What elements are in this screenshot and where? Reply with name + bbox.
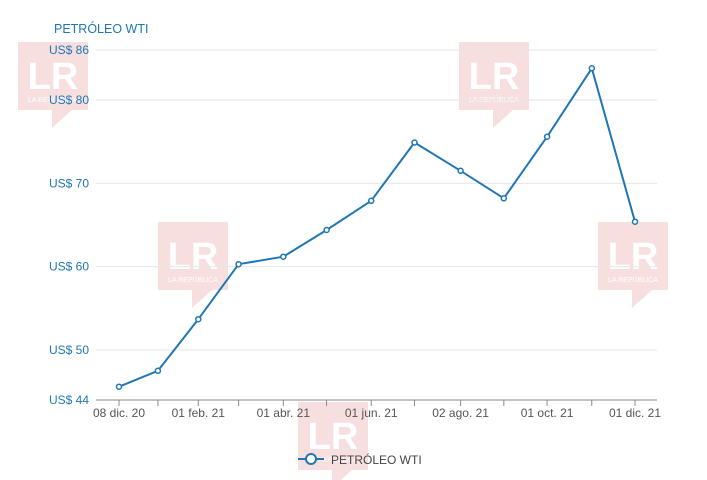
data-point[interactable] bbox=[195, 315, 202, 323]
data-point[interactable] bbox=[543, 133, 551, 140]
x-tick-label: 01 dic. 21 bbox=[609, 406, 661, 420]
data-point[interactable] bbox=[457, 167, 464, 175]
gridlines bbox=[96, 49, 657, 351]
y-tick-label: US$ 60 bbox=[49, 260, 89, 274]
data-point[interactable] bbox=[115, 383, 123, 390]
data-point[interactable] bbox=[367, 197, 375, 205]
data-point[interactable] bbox=[411, 139, 418, 146]
x-tick-label: 01 abr. 21 bbox=[257, 406, 311, 420]
svg-text:LA REPÚBLICA: LA REPÚBLICA bbox=[168, 275, 218, 284]
y-tick-label: US$ 80 bbox=[49, 93, 89, 107]
svg-text:LA REPÚBLICA: LA REPÚBLICA bbox=[608, 275, 658, 284]
svg-text:LR: LR bbox=[308, 416, 359, 458]
x-tick-label: 08 dic. 20 bbox=[93, 406, 145, 420]
legend-marker bbox=[305, 453, 317, 465]
svg-text:LR: LR bbox=[168, 236, 219, 278]
svg-text:LA REPÚBLICA: LA REPÚBLICA bbox=[28, 95, 78, 104]
x-tick-label: 02 ago. 21 bbox=[432, 406, 489, 420]
data-point[interactable] bbox=[323, 226, 330, 234]
x-tick-label: 01 jun. 21 bbox=[345, 406, 398, 420]
data-point[interactable] bbox=[500, 195, 508, 202]
data-point[interactable] bbox=[631, 218, 639, 225]
y-axis: US$ 44 US$ 50 US$ 60 US$ 70 US$ 80 US$ 86 bbox=[49, 43, 89, 407]
x-axis: 08 dic. 20 01 feb. 21 01 abr. 21 01 jun. 21… bbox=[93, 399, 661, 420]
y-tick-label: US$ 86 bbox=[49, 43, 89, 57]
legend-label: PETRÓLEO WTI bbox=[331, 452, 422, 467]
x-tick-label: 01 oct. 21 bbox=[521, 406, 574, 420]
svg-text:LR: LR bbox=[28, 56, 79, 98]
data-point[interactable] bbox=[235, 260, 242, 268]
data-point[interactable] bbox=[588, 65, 596, 72]
data-point[interactable] bbox=[154, 367, 162, 375]
y-tick-label: US$ 70 bbox=[49, 176, 89, 190]
legend[interactable]: PETRÓLEO WTI bbox=[298, 452, 422, 467]
y-tick-label: US$ 44 bbox=[49, 393, 89, 407]
data-point[interactable] bbox=[280, 253, 287, 260]
svg-text:LR: LR bbox=[608, 236, 659, 278]
svg-text:LA REPÚBLICA: LA REPÚBLICA bbox=[308, 455, 358, 464]
x-tick-label: 01 feb. 21 bbox=[172, 406, 226, 420]
y-tick-label: US$ 50 bbox=[49, 343, 89, 357]
series-petroleo-wti bbox=[115, 65, 639, 390]
chart-title: PETRÓLEO WTI bbox=[54, 21, 148, 36]
svg-text:LR: LR bbox=[469, 56, 520, 98]
